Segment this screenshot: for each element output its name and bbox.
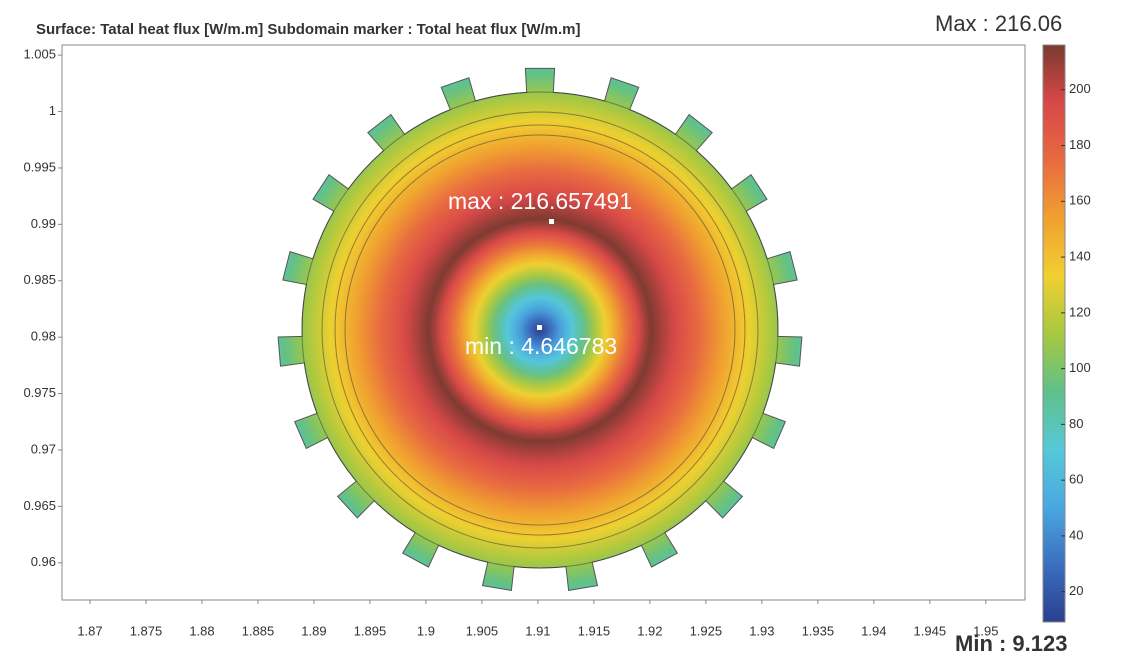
y-tick-label: 0.985 — [23, 272, 56, 287]
y-tick-label: 1.005 — [23, 47, 56, 62]
x-tick-label: 1.93 — [749, 623, 774, 638]
x-tick-label: 1.875 — [130, 623, 163, 638]
colorbar-tick-label: 20 — [1069, 583, 1083, 598]
colorbar-tick-label: 80 — [1069, 416, 1083, 431]
y-tick-label: 0.965 — [23, 498, 56, 513]
x-tick-label: 1.95 — [973, 623, 998, 638]
x-tick-label: 1.88 — [189, 623, 214, 638]
x-tick-label: 1.885 — [242, 623, 275, 638]
colorbar-tick-label: 40 — [1069, 527, 1083, 542]
x-tick-label: 1.9 — [417, 623, 435, 638]
colorbar-tick-label: 140 — [1069, 249, 1091, 264]
colorbar-tick-label: 100 — [1069, 360, 1091, 375]
max-point — [549, 219, 554, 224]
subdomain-border — [334, 124, 746, 536]
x-tick-label: 1.935 — [802, 623, 835, 638]
max-annotation: max : 216.657491 — [448, 188, 632, 214]
x-tick-label: 1.91 — [525, 623, 550, 638]
min-label: Min : 9.123 — [955, 631, 1067, 656]
colorbar — [1042, 44, 1066, 623]
y-tick-label: 1 — [49, 103, 56, 118]
colorbar-tick-label: 60 — [1069, 472, 1083, 487]
subdomain-border — [344, 134, 736, 526]
y-tick-label: 0.99 — [31, 216, 56, 231]
x-tick-label: 1.89 — [301, 623, 326, 638]
y-tick-label: 0.975 — [23, 385, 56, 400]
min-point — [537, 325, 542, 330]
x-tick-label: 1.87 — [77, 623, 102, 638]
x-tick-label: 1.94 — [861, 623, 886, 638]
subdomain-border — [301, 91, 779, 569]
colorbar-tick-label: 120 — [1069, 304, 1091, 319]
x-tick-label: 1.905 — [466, 623, 499, 638]
colorbar-tick-label: 180 — [1069, 137, 1091, 152]
y-tick-label: 0.96 — [31, 554, 56, 569]
x-tick-label: 1.915 — [578, 623, 611, 638]
x-tick-label: 1.925 — [690, 623, 723, 638]
axes: 1.87 1.875 1.88 1.885 1.89 1.895 1.9 1.905 1.91 1… — [23, 47, 1090, 639]
min-annotation: min : 4.646783 — [465, 333, 617, 359]
x-tick-label: 1.945 — [914, 623, 947, 638]
y-tick-label: 0.995 — [23, 159, 56, 174]
y-tick-label: 0.97 — [31, 441, 56, 456]
x-tick-label: 1.92 — [637, 623, 662, 638]
chart-title: Surface: Tatal heat flux [W/m.m] Subdoma… — [36, 21, 581, 38]
x-tick-label: 1.895 — [354, 623, 387, 638]
colorbar-tick-label: 160 — [1069, 193, 1091, 208]
colorbar-tick-label: 200 — [1069, 81, 1091, 96]
max-label: Max : 216.06 — [935, 11, 1062, 36]
y-tick-label: 0.98 — [31, 329, 56, 344]
subdomain-border — [321, 111, 759, 549]
